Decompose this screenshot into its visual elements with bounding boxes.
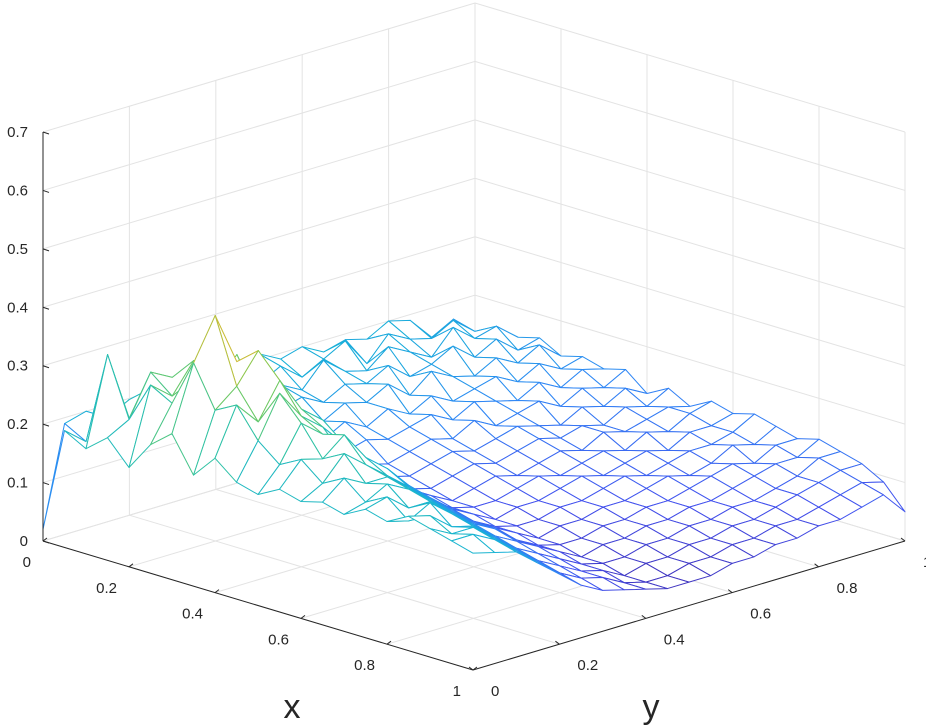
y-tick-label: 0.8 xyxy=(837,580,858,597)
y-tick-mark xyxy=(641,615,647,619)
x-tick-mark xyxy=(386,640,392,645)
y-tick-mark xyxy=(900,537,906,542)
axes-frame xyxy=(42,131,906,671)
x-axis-line xyxy=(42,540,474,671)
z-tick-mark xyxy=(42,131,50,135)
y-axis-line xyxy=(472,540,906,671)
z-tick-label: 0.5 xyxy=(7,241,28,258)
x-tick-label: 0.6 xyxy=(268,631,289,648)
y-tick-label: 0 xyxy=(491,683,499,700)
z-tick-mark xyxy=(42,423,50,427)
x-tick-mark xyxy=(472,666,478,671)
x-tick-mark xyxy=(42,537,48,542)
y-axis-label: y xyxy=(643,688,660,726)
z-tick-label: 0.6 xyxy=(7,182,28,199)
z-tick-label: 0.4 xyxy=(7,299,28,316)
z-tick-label: 0.1 xyxy=(7,475,28,492)
z-tick-mark xyxy=(42,248,50,252)
z-tick-mark xyxy=(42,189,50,193)
z-tick-label: 0.7 xyxy=(7,124,28,141)
z-tick-label: 0.2 xyxy=(7,416,28,433)
z-tick-label: 0 xyxy=(20,533,28,550)
z-tick-mark xyxy=(42,482,50,486)
x-tick-mark xyxy=(214,589,220,593)
x-tick-label: 1 xyxy=(453,683,461,700)
y-tick-label: 1 xyxy=(923,554,926,571)
z-tick-mark xyxy=(42,365,50,369)
grid-line-z xyxy=(42,119,906,250)
z-tick-label: 0.3 xyxy=(7,358,28,375)
y-tick-mark xyxy=(468,666,474,671)
mesh-surface xyxy=(42,315,906,591)
y-tick-mark xyxy=(727,589,733,593)
x-tick-label: 0.2 xyxy=(96,580,117,597)
z-tick-mark xyxy=(42,540,50,544)
y-tick-label: 0.2 xyxy=(577,657,598,674)
y-tick-mark xyxy=(555,640,560,645)
x-tick-label: 0.8 xyxy=(354,657,375,674)
x-tick-label: 0.4 xyxy=(182,606,203,623)
x-tick-mark xyxy=(128,563,134,568)
floor-grid-line-y xyxy=(129,514,560,645)
grid-line-z xyxy=(42,60,906,191)
mesh-cell xyxy=(451,533,496,554)
grid-line-z xyxy=(42,177,906,308)
floor-grid-line-y xyxy=(215,488,646,619)
y-tick-label: 0.6 xyxy=(750,606,771,623)
x-tick-label: 0 xyxy=(23,554,31,571)
x-tick-mark xyxy=(300,615,306,619)
tick-labels: 0 0.2 0.4 0.6 0.8 1 0 0.2 0.4 0.6 0.8 1 0 0.1 0.2 0.3 0.… xyxy=(7,124,926,700)
y-tick-label: 0.4 xyxy=(664,631,685,648)
z-tick-mark xyxy=(42,306,50,310)
grid-line-z xyxy=(42,2,906,133)
x-axis-label: x xyxy=(284,688,301,726)
y-tick-mark xyxy=(814,563,819,568)
